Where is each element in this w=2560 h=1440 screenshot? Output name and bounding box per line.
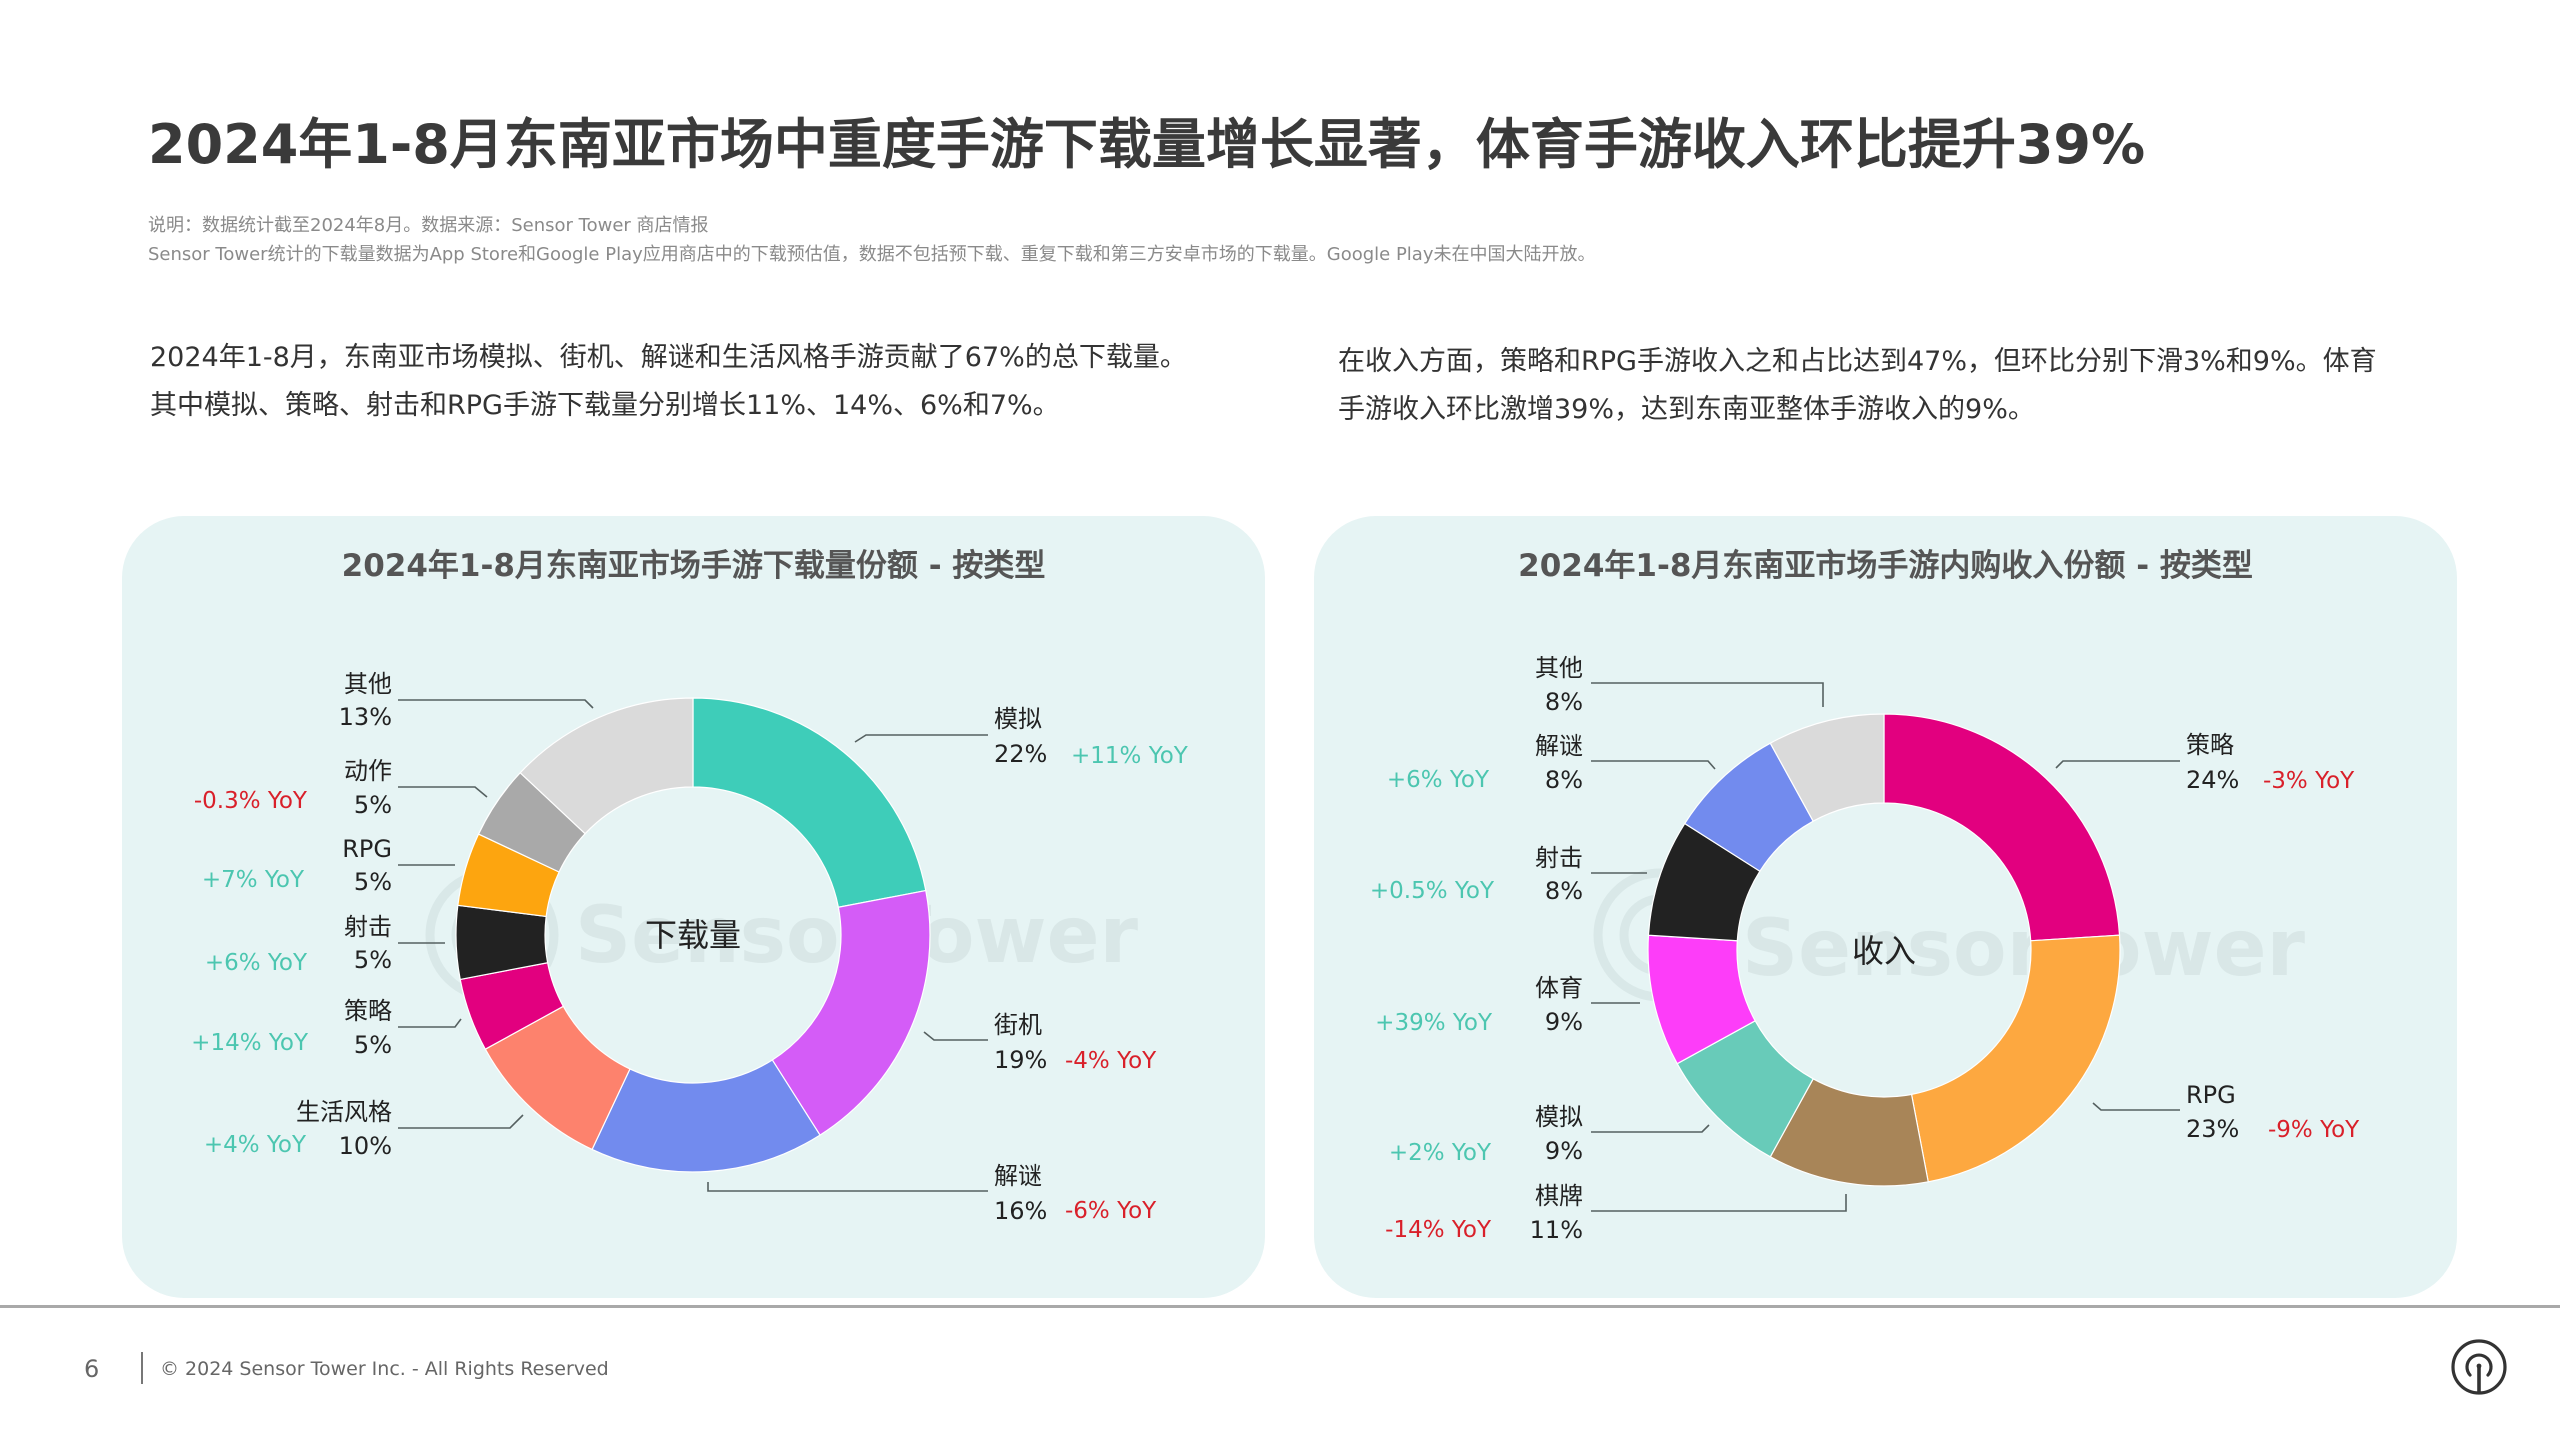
rlabel-card-pct: 11%: [1530, 1216, 1583, 1244]
page-title: 2024年1-8月东南亚市场中重度手游下载量增长显著，体育手游收入环比提升39%: [148, 113, 2146, 176]
label-arcade-yoy: -4% YoY: [1065, 1048, 1157, 1074]
label-rpg-name: RPG: [342, 835, 392, 863]
label-action-name: 动作: [344, 757, 392, 785]
label-shooter-pct: 5%: [354, 946, 392, 974]
revenue-center-label: 收入: [1852, 932, 1916, 970]
label-puzzle-pct: 16%: [994, 1197, 1047, 1225]
label-arcade-pct: 19%: [994, 1046, 1047, 1074]
rlabel-puzzle-name: 解谜: [1535, 732, 1583, 760]
rlabel-puzzle-yoy: +6% YoY: [1387, 767, 1490, 793]
rlabel-rpg-yoy: -9% YoY: [2268, 1117, 2360, 1143]
revenue-labels: 其他 8% 解谜 8% +6% YoY 射击 8% +0.5% YoY 体育 9…: [1370, 654, 2360, 1244]
download-summary-line-2: 其中模拟、策略、射击和RPG手游下载量分别增长11%、14%、6%和7%。: [150, 390, 1060, 421]
rlabel-sim-yoy: +2% YoY: [1389, 1140, 1492, 1166]
rlabel-sports-yoy: +39% YoY: [1375, 1010, 1493, 1036]
download-center-label: 下载量: [645, 916, 741, 954]
rlabel-shooter-yoy: +0.5% YoY: [1370, 878, 1495, 904]
label-shooter-name: 射击: [344, 913, 392, 941]
footer-separator: [141, 1352, 143, 1384]
rlabel-card-name: 棋牌: [1535, 1182, 1583, 1210]
rlabel-sports-name: 体育: [1535, 974, 1583, 1002]
rlabel-strategy-yoy: -3% YoY: [2263, 768, 2355, 794]
rlabel-rpg-name: RPG: [2186, 1081, 2236, 1109]
data-disclaimer: Sensor Tower统计的下载量数据为App Store和Google Pl…: [148, 244, 1596, 265]
label-strategy-pct: 5%: [354, 1031, 392, 1059]
label-strategy-name: 策略: [344, 997, 392, 1025]
revenue-summary-line-2: 手游收入环比激增39%，达到东南亚整体手游收入的9%。: [1338, 394, 2035, 425]
label-action-pct: 5%: [354, 791, 392, 819]
label-shooter-yoy: +6% YoY: [205, 950, 308, 976]
download-chart-title: 2024年1-8月东南亚市场手游下载量份额 - 按类型: [341, 548, 1046, 584]
rlabel-shooter-pct: 8%: [1545, 877, 1583, 905]
label-other-pct: 13%: [339, 703, 392, 731]
revenue-chart-title: 2024年1-8月东南亚市场手游内购收入份额 - 按类型: [1518, 548, 2253, 584]
revenue-summary-line-1: 在收入方面，策略和RPG手游收入之和占比达到47%，但环比分别下滑3%和9%。体…: [1338, 346, 2377, 377]
svg-text:SensorTower: SensorTower: [1742, 904, 2305, 994]
label-lifestyle-pct: 10%: [339, 1132, 392, 1160]
label-sim-yoy: +11% YoY: [1071, 743, 1189, 769]
label-rpg-pct: 5%: [354, 868, 392, 896]
label-lifestyle-name: 生活风格: [296, 1098, 392, 1126]
revenue-summary: 在收入方面，策略和RPG手游收入之和占比达到47%，但环比分别下滑3%和9%。体…: [1338, 338, 2377, 434]
label-action-yoy: -0.3% YoY: [194, 788, 308, 814]
rlabel-strategy-pct: 24%: [2186, 766, 2239, 794]
label-rpg-yoy: +7% YoY: [202, 867, 305, 893]
rlabel-shooter-name: 射击: [1535, 844, 1583, 872]
rlabel-rpg-pct: 23%: [2186, 1115, 2239, 1143]
rlabel-other-name: 其他: [1535, 654, 1583, 682]
donut-slice-0: [692, 697, 927, 908]
download-donut: [455, 697, 931, 1173]
label-arcade-name: 街机: [994, 1011, 1042, 1039]
data-note: 说明：数据统计截至2024年8月。数据来源：Sensor Tower 商店情报: [148, 215, 709, 236]
label-sim-pct: 22%: [994, 740, 1047, 768]
rlabel-sports-pct: 9%: [1545, 1008, 1583, 1036]
rlabel-sim-pct: 9%: [1545, 1137, 1583, 1165]
download-leader-lines: [398, 699, 988, 1192]
rlabel-other-pct: 8%: [1545, 688, 1583, 716]
donut-slice-8: [519, 697, 694, 835]
footer-divider: [0, 1305, 2560, 1308]
label-puzzle-yoy: -6% YoY: [1065, 1198, 1157, 1224]
label-sim-name: 模拟: [994, 705, 1042, 733]
label-lifestyle-yoy: +4% YoY: [204, 1132, 307, 1158]
revenue-leader-lines: [1591, 682, 2180, 1212]
label-strategy-yoy: +14% YoY: [191, 1030, 309, 1056]
donut-slice-7: [1769, 713, 1885, 822]
download-summary-line-1: 2024年1-8月，东南亚市场模拟、街机、解谜和生活风格手游贡献了67%的总下载…: [150, 342, 1187, 373]
label-other-name: 其他: [344, 670, 392, 698]
copyright-text: © 2024 Sensor Tower Inc. - All Rights Re…: [160, 1358, 609, 1380]
donut-slice-0: [1883, 713, 2121, 942]
page-number: 6: [84, 1355, 100, 1383]
rlabel-card-yoy: -14% YoY: [1385, 1217, 1492, 1243]
revenue-donut: [1647, 713, 2121, 1187]
download-labels: 其他 13% 动作 5% -0.3% YoY RPG 5% +7% YoY 射击…: [191, 670, 1189, 1225]
download-summary: 2024年1-8月，东南亚市场模拟、街机、解谜和生活风格手游贡献了67%的总下载…: [150, 334, 1187, 430]
rlabel-sim-name: 模拟: [1535, 1103, 1583, 1131]
label-puzzle-name: 解谜: [994, 1162, 1042, 1190]
rlabel-puzzle-pct: 8%: [1545, 766, 1583, 794]
donut-slice-1: [771, 889, 931, 1136]
donut-slice-1: [1910, 934, 2121, 1183]
sensor-tower-logo-icon: [2450, 1338, 2508, 1396]
rlabel-strategy-name: 策略: [2186, 731, 2234, 759]
